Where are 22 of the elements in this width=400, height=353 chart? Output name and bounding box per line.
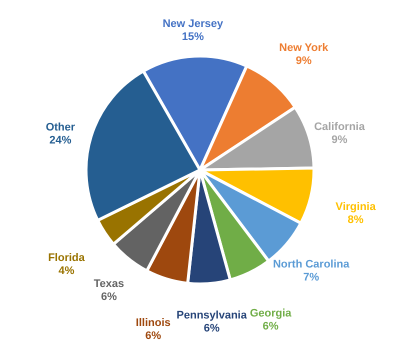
slice-label: Pennsylvania	[176, 310, 248, 322]
slice-label: Georgia	[250, 308, 292, 320]
data-label: 6%	[100, 291, 118, 304]
slice-label: Illinois	[136, 317, 171, 330]
slice-label: Other	[46, 121, 76, 134]
data-label: 24%	[49, 134, 72, 146]
data-label: 4%	[58, 265, 75, 278]
data-label: 6%	[145, 330, 162, 342]
data-label: 15%	[182, 31, 204, 44]
data-label: 7%	[303, 272, 320, 284]
slice-label: California	[314, 120, 366, 133]
slice-label: Virginia	[336, 201, 377, 214]
data-label: 8%	[348, 214, 364, 226]
slice-label: Florida	[48, 252, 86, 264]
data-label: 6%	[204, 322, 220, 335]
data-label: 9%	[296, 55, 312, 68]
data-label: 6%	[262, 320, 279, 333]
slice-label: New York	[279, 42, 330, 54]
data-label: 9%	[332, 134, 348, 146]
slice-label: Texas	[94, 278, 124, 290]
slice-label: North Carolina	[272, 258, 350, 271]
slice-label: New Jersey	[162, 18, 224, 30]
